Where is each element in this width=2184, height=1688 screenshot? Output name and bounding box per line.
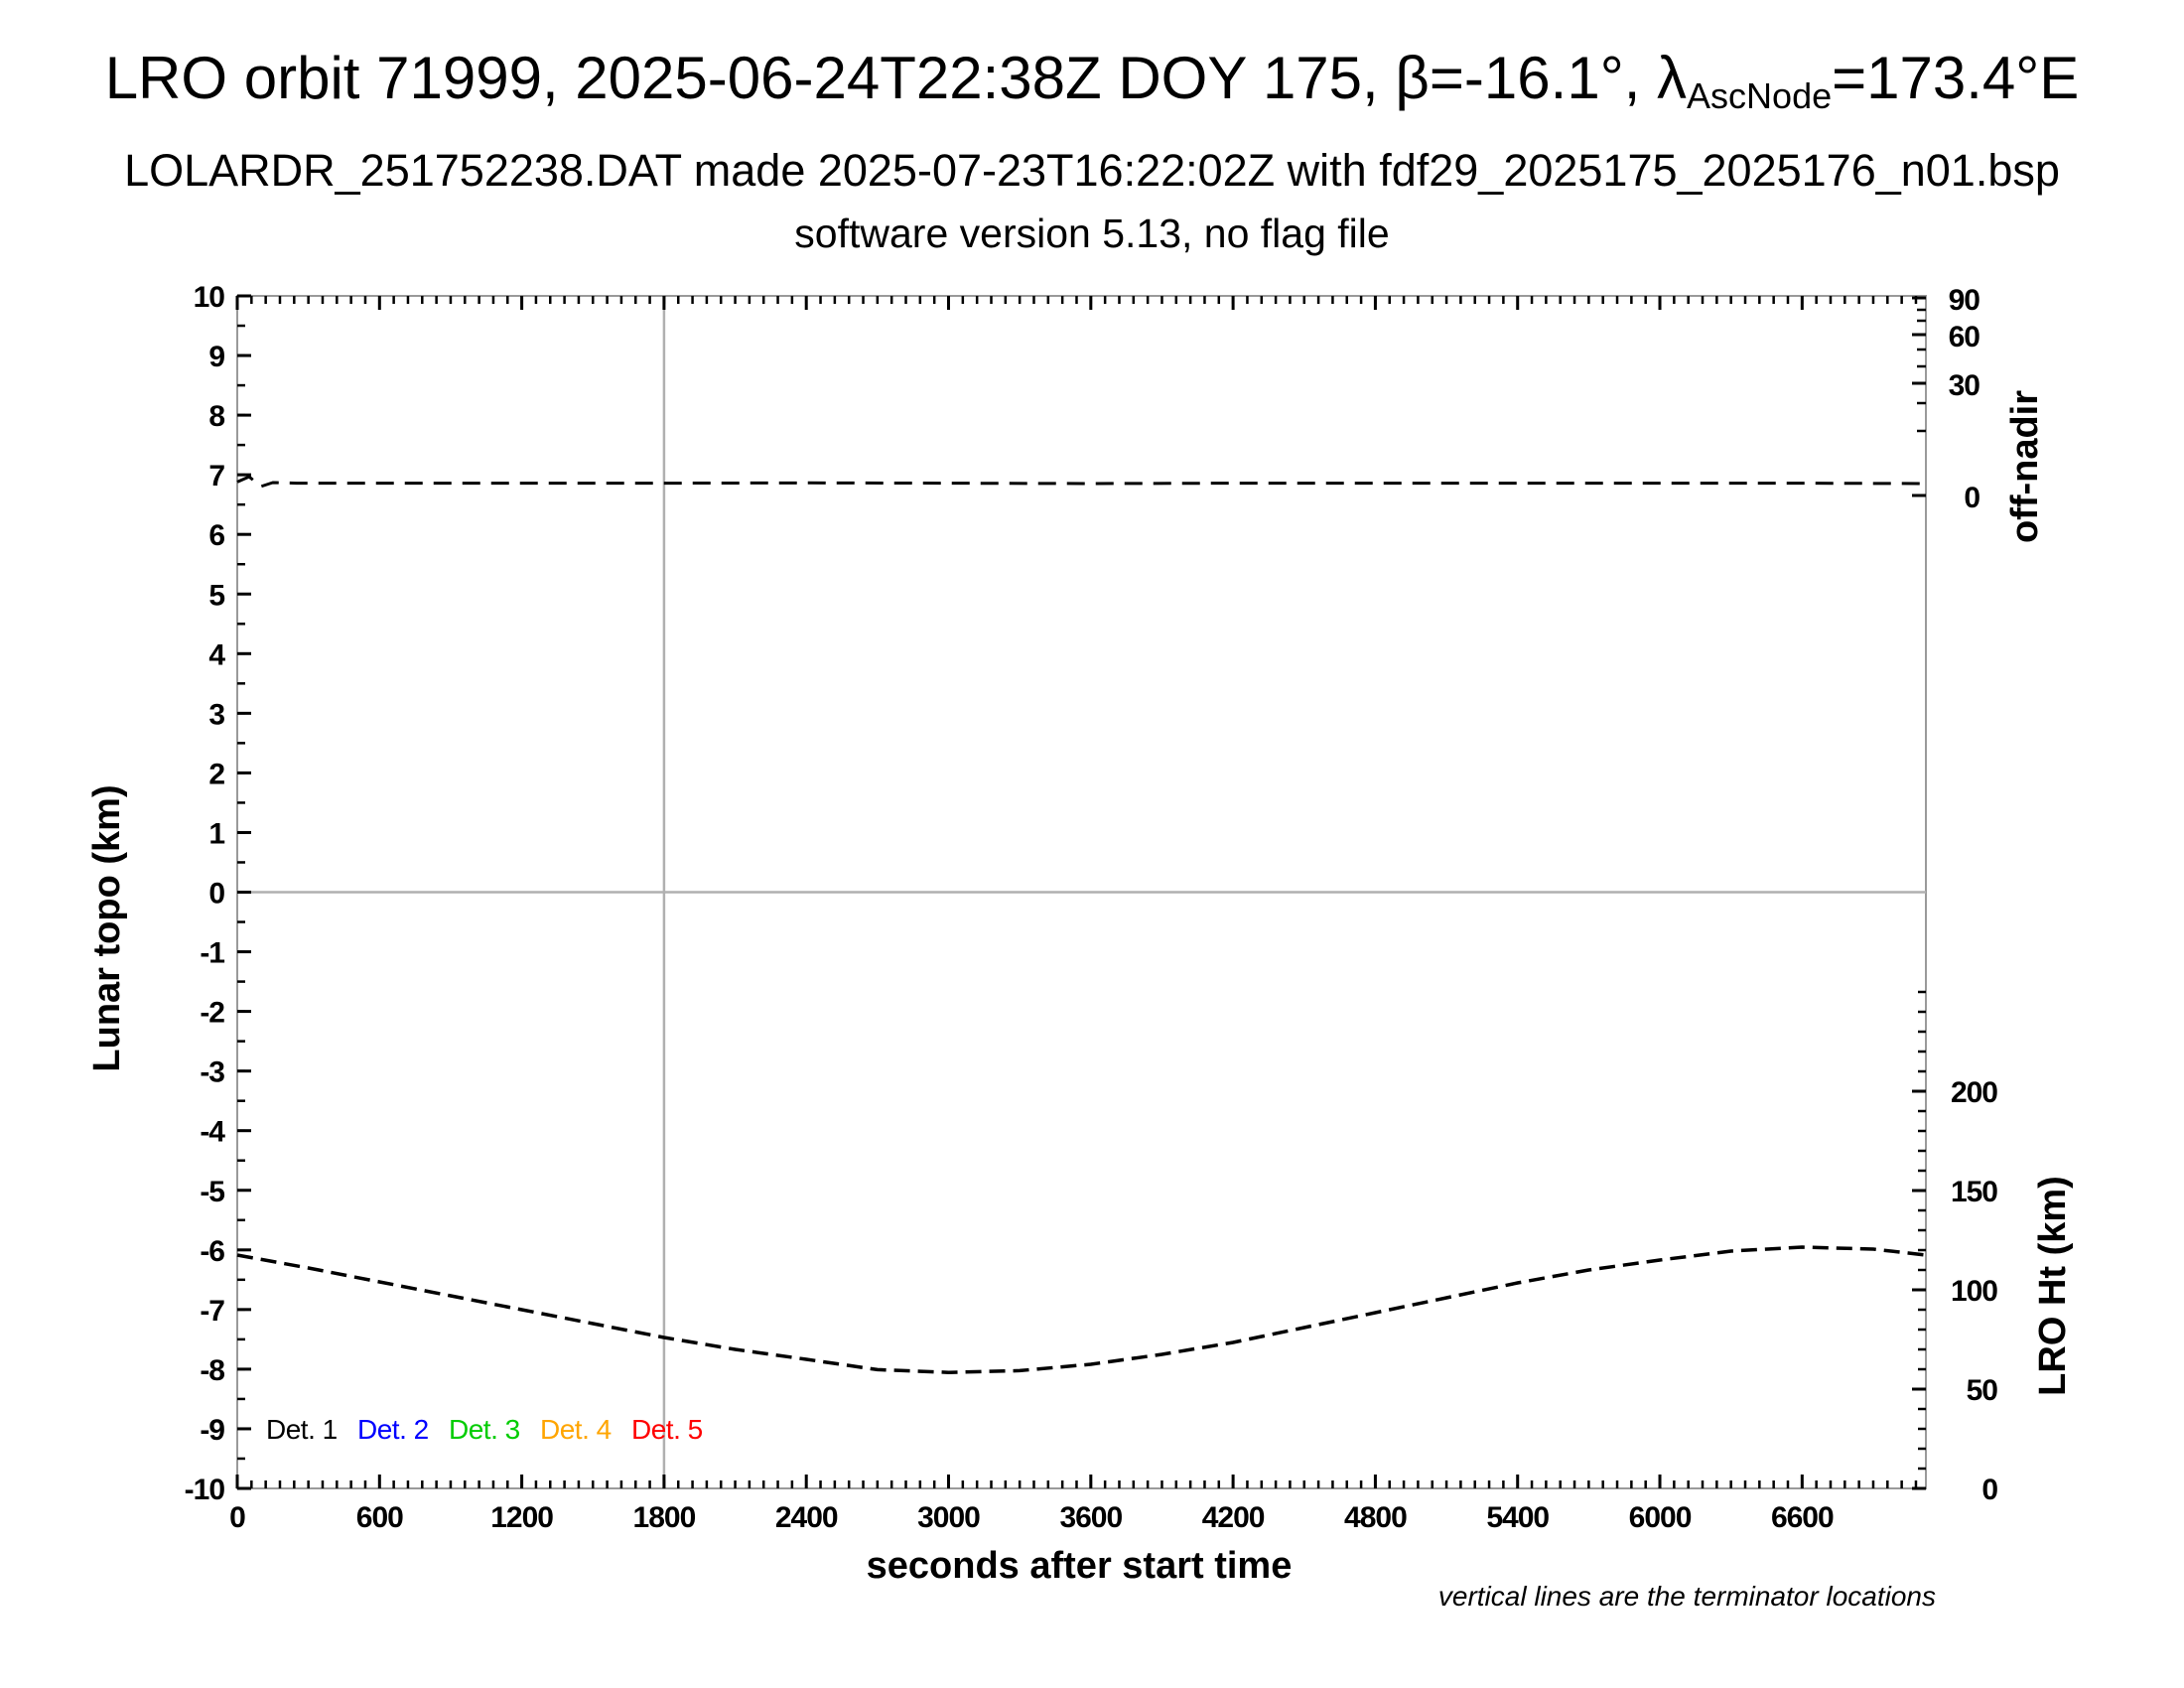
y-left-tick-label: -9 xyxy=(200,1414,224,1447)
y-left-tick-label: 9 xyxy=(208,341,224,373)
y-left-tick-label: 7 xyxy=(208,460,224,492)
x-tick-label: 600 xyxy=(356,1501,403,1534)
lro-ht-tick-label: 150 xyxy=(1951,1176,1997,1208)
title-subscript: AscNode xyxy=(1687,75,1833,117)
y-right-offnadir-axis-title: off-nadir xyxy=(2004,390,2046,543)
x-tick-label: 0 xyxy=(229,1501,245,1534)
legend-item-det-2: Det. 2 xyxy=(357,1414,429,1445)
lro-height-curve xyxy=(236,1245,1927,1374)
lro-ht-tick-label: 0 xyxy=(1981,1474,1997,1506)
title-prefix: LRO orbit 71999, 2025-06-24T22:38Z DOY 1… xyxy=(104,45,1688,111)
x-tick-label: 3600 xyxy=(1059,1501,1122,1534)
grid-layer xyxy=(236,295,1927,1489)
x-tick-label: 1800 xyxy=(633,1501,696,1534)
legend-item-det-1: Det. 1 xyxy=(266,1414,338,1445)
y-left-tick-label: 4 xyxy=(208,638,225,671)
x-tick-label: 5400 xyxy=(1486,1501,1549,1534)
legend-item-det-3: Det. 3 xyxy=(449,1414,520,1445)
y-left-tick-label: 1 xyxy=(208,817,224,850)
plot-subtitle-file: LOLARDR_251752238.DAT made 2025-07-23T16… xyxy=(124,145,2060,196)
x-tick-label: 3000 xyxy=(917,1501,980,1534)
x-axis-title: seconds after start time xyxy=(866,1545,1293,1587)
y-right-ht-axis-title: LRO Ht (km) xyxy=(2032,1176,2074,1396)
y-left-tick-label: 5 xyxy=(208,579,224,612)
lro-ht-tick-label: 100 xyxy=(1951,1275,1997,1308)
x-tick-label: 2400 xyxy=(775,1501,838,1534)
y-left-tick-label: -8 xyxy=(200,1354,224,1387)
off-nadir-tick-label: 90 xyxy=(1949,284,1980,317)
plot-subtitle-version: software version 5.13, no flag file xyxy=(794,211,1390,256)
off-nadir-tick-label: 0 xyxy=(1964,482,1979,514)
y-left-tick-label: 2 xyxy=(208,758,224,790)
off-nadir-curve xyxy=(236,475,1927,489)
tick-layer: 0 600 1200 1800 2400 3000 3600 4200 4800 5400 6000… xyxy=(185,281,1999,1534)
title-suffix: =173.4°E xyxy=(1832,45,2080,111)
y-left-tick-label: -6 xyxy=(200,1235,224,1268)
legend-item-det-5: Det. 5 xyxy=(631,1414,703,1445)
lro-ht-tick-label: 50 xyxy=(1967,1374,1998,1407)
terminator-footnote: vertical lines are the terminator locati… xyxy=(1437,1581,1936,1612)
x-tick-label: 6000 xyxy=(1629,1501,1692,1534)
x-tick-label: 4200 xyxy=(1202,1501,1265,1534)
x-tick-label: 6600 xyxy=(1771,1501,1834,1534)
y-left-tick-label: -1 xyxy=(200,937,224,970)
off-nadir-tick-label: 60 xyxy=(1949,321,1980,353)
plot-title: LRO orbit 71999, 2025-06-24T22:38Z DOY 1… xyxy=(0,44,2184,116)
y-left-tick-label: -10 xyxy=(185,1474,225,1506)
y-left-tick-label: -2 xyxy=(200,997,224,1030)
curve-layer xyxy=(236,475,1927,1374)
y-left-axis-title: Lunar topo (km) xyxy=(86,784,128,1071)
y-left-tick-label: -3 xyxy=(200,1056,224,1089)
legend-item-det-4: Det. 4 xyxy=(540,1414,612,1445)
x-tick-label: 4800 xyxy=(1344,1501,1407,1534)
y-left-tick-label: 3 xyxy=(208,698,224,731)
y-left-tick-label: -4 xyxy=(200,1116,225,1149)
y-left-tick-label: -5 xyxy=(200,1176,224,1208)
y-left-tick-label: -7 xyxy=(200,1295,224,1328)
y-left-tick-label: 10 xyxy=(194,281,225,314)
y-left-tick-label: 0 xyxy=(208,878,224,911)
lro-ht-tick-label: 200 xyxy=(1951,1076,1997,1109)
off-nadir-tick-label: 30 xyxy=(1949,369,1980,402)
y-left-tick-label: 8 xyxy=(208,400,224,433)
y-left-tick-label: 6 xyxy=(208,519,224,552)
x-tick-label: 1200 xyxy=(490,1501,553,1534)
